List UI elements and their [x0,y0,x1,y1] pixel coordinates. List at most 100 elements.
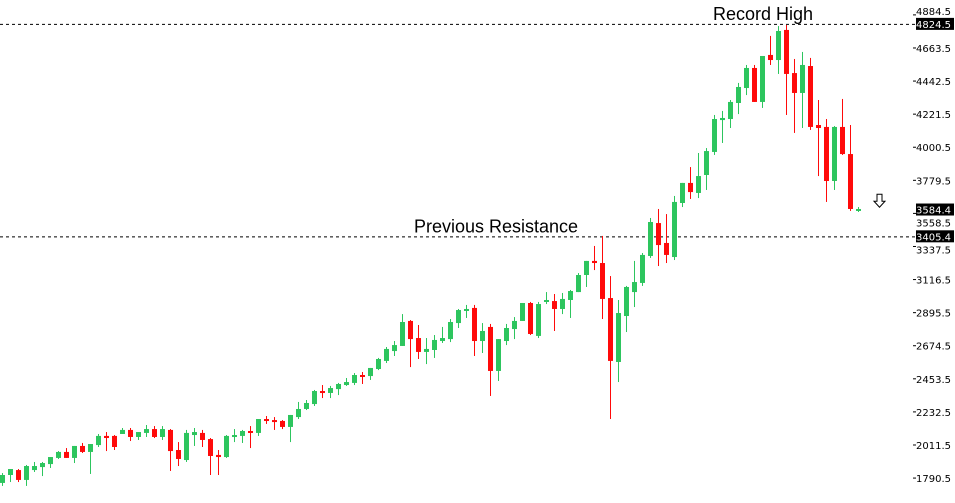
candle-bullish [24,464,29,486]
candle-body [184,432,189,461]
candle-body [256,419,261,433]
candle-bearish [272,417,277,430]
candle-wick [90,444,91,474]
candle-bullish [88,444,93,474]
candle-bearish [208,438,213,475]
candle-body [696,176,701,193]
candle-bullish [456,308,461,328]
candle-bullish [480,323,485,353]
candle-body [320,391,325,394]
candles [0,25,861,486]
candle-body [120,429,125,434]
candle-body [280,420,285,427]
candle-body [344,382,349,386]
candle-body [432,339,437,350]
y-tick-label: 4442.5 [916,77,951,88]
candle-wick [42,461,43,477]
candle-wick [698,152,699,199]
candle-bullish [288,414,293,443]
candle-bullish [376,357,381,371]
candle-bearish [656,208,661,267]
candle-bullish [544,292,549,305]
candle-body [568,291,573,300]
candle-bearish [784,25,789,115]
candle-bearish [264,416,269,424]
candle-body [72,445,77,458]
y-tick-label: 4000.5 [916,143,951,154]
candle-bullish [512,317,517,340]
candle-bullish [136,432,141,440]
candle-body [792,73,797,93]
candle-bullish [352,373,357,386]
candle-bearish [608,276,613,420]
candle-bullish [368,367,373,380]
candle-wick [10,469,11,483]
candle-bullish [160,426,165,440]
candle-body [752,67,757,102]
candle-wick [770,35,771,65]
candle-bearish [216,450,221,475]
candle-bearish [552,294,557,331]
candle-body [200,432,205,440]
candle-body [368,367,373,377]
candle-body [528,302,533,334]
candle-body [600,263,605,299]
candle-bullish [440,326,445,343]
candle-wick [274,417,275,430]
candle-body [808,66,813,127]
candle-body [520,302,525,321]
candle-body [552,301,557,309]
candle-body [688,182,693,193]
candle-wick [346,377,347,386]
candle-body [16,470,21,480]
candle-body [48,457,53,465]
candle-bearish [664,214,669,264]
candle-bullish [72,445,77,464]
candle-body [312,391,317,405]
candle-bearish [104,432,109,452]
candle-body [616,313,621,362]
candle-bullish [800,51,805,128]
candle-bearish [592,245,597,271]
candle-bullish [240,429,245,443]
candle-body [0,475,5,483]
candle-body [800,64,805,93]
candle-bullish [192,427,197,446]
candle-bullish [760,55,765,108]
candle-body [680,182,685,203]
candle-bearish [824,119,829,202]
candle-body [848,154,853,209]
candle-body [576,275,581,293]
candle-body [640,254,645,283]
candle-bullish [736,82,741,115]
candle-body [832,126,837,181]
candle-body [472,307,477,342]
candle-bullish [400,314,405,346]
candle-body [648,222,653,256]
candle-body [232,435,237,438]
price-tag-box [916,17,954,30]
candle-body [336,383,341,390]
candle-body [408,320,413,340]
candle-bullish [432,335,437,358]
candle-wick [210,438,211,475]
candle-body [816,125,821,128]
candle-bullish [0,473,5,486]
candle-body [656,223,661,246]
candle-body [240,430,245,436]
price-axis: 4884.5 4663.5 4442.5 4221.5 4000.5 3779.5 3558… [913,7,954,485]
candle-bullish [560,292,565,315]
candle-wick [466,304,467,318]
candle-bullish [624,285,629,333]
candle-bullish [296,401,301,420]
candle-bearish [808,57,813,130]
candle-bullish [680,182,685,208]
candle-bearish [848,125,853,211]
candle-bullish [520,302,525,321]
candle-bearish [768,35,773,65]
candle-bearish [416,325,421,359]
candle-wick [546,292,547,305]
candle-body [624,286,629,317]
candle-body [216,454,221,458]
candle-body [664,242,669,255]
